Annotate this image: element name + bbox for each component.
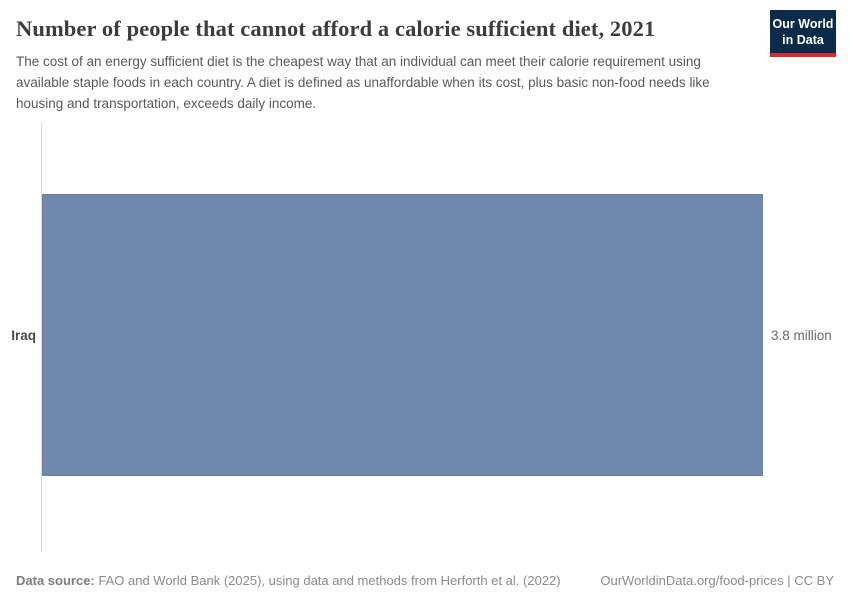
- data-source-label: Data source:: [16, 573, 95, 588]
- chart-footer: Data source: FAO and World Bank (2025), …: [16, 573, 834, 588]
- data-source-note: Data source: FAO and World Bank (2025), …: [16, 573, 561, 588]
- plot-area: Iraq 3.8 million: [11, 122, 832, 552]
- bar-iraq[interactable]: [42, 194, 763, 476]
- bar-value-label: 3.8 million: [771, 328, 832, 343]
- owid-license-link[interactable]: OurWorldinData.org/food-prices | CC BY: [600, 573, 834, 588]
- owid-logo-line1: Our World: [772, 17, 834, 31]
- chart-title: Number of people that cannot afford a ca…: [16, 16, 656, 41]
- y-axis-entity-label: Iraq: [11, 328, 36, 343]
- owid-logo[interactable]: Our World in Data: [770, 10, 836, 57]
- chart-subtitle: The cost of an energy sufficient diet is…: [16, 54, 710, 111]
- chart-header: Number of people that cannot afford a ca…: [0, 0, 850, 114]
- owid-logo-line2: in Data: [782, 33, 824, 47]
- data-source-text: FAO and World Bank (2025), using data an…: [94, 573, 561, 588]
